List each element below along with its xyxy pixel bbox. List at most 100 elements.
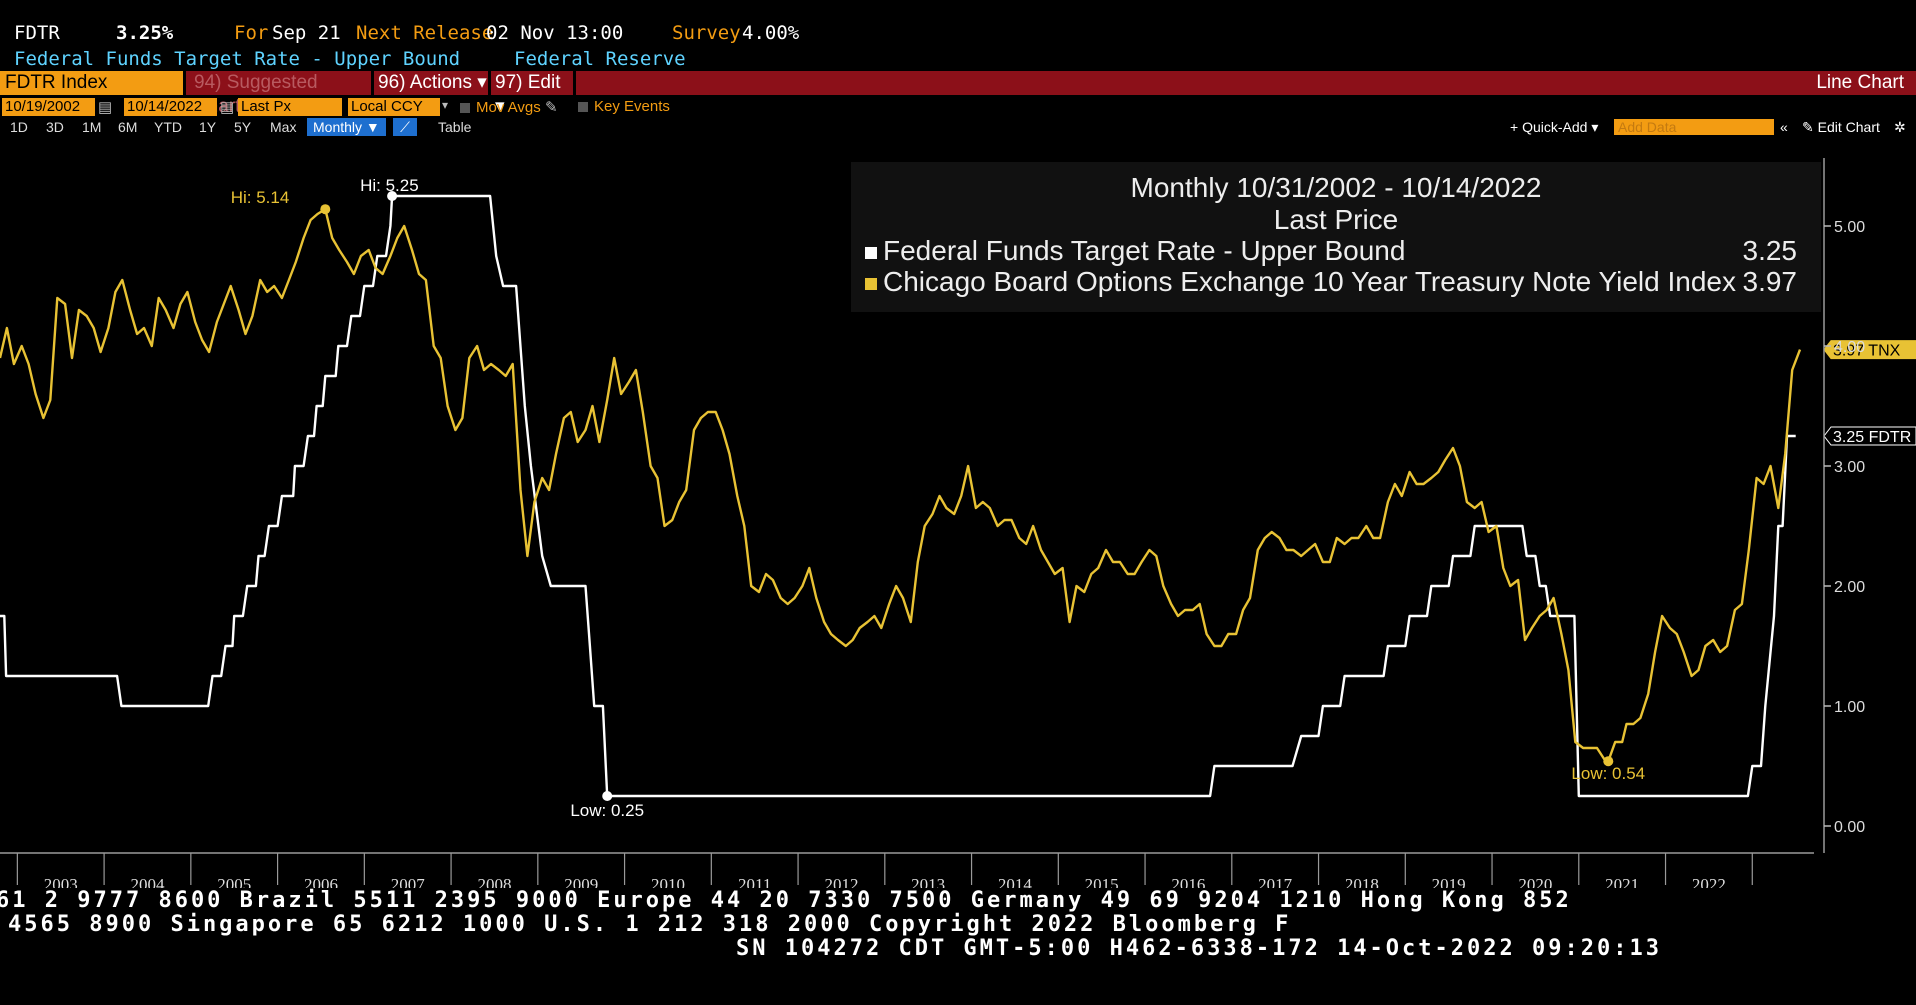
for-label: For xyxy=(234,22,269,44)
x-tick-label: 2018 xyxy=(1345,875,1379,888)
x-tick-label: 2011 xyxy=(738,875,771,888)
x-tick-label: 2022 xyxy=(1692,875,1726,888)
calendar-icon[interactable]: ▤ xyxy=(98,99,113,116)
x-tick-label: 2006 xyxy=(304,875,338,888)
x-tick-label: 2012 xyxy=(824,875,858,888)
x-tick-label: 2010 xyxy=(651,875,685,888)
field-select[interactable]: Last Px xyxy=(238,98,342,116)
suggested-charts-button[interactable]: 94) Suggested Charts xyxy=(194,72,318,117)
checkbox-icon[interactable] xyxy=(578,102,588,113)
fdtr-low-label: Low: 0.25 xyxy=(570,801,644,820)
last-value: 3.25% xyxy=(116,22,174,44)
next-release-label: Next Release xyxy=(356,22,494,44)
pencil-icon: ✎ xyxy=(1802,119,1814,135)
mov-avgs-label: Mov Avgs xyxy=(476,99,541,116)
double-chevron-left-icon[interactable]: « xyxy=(1780,119,1788,135)
chart-controls: 10/19/2002 ▤ 10/14/2022 ▤ Last Px Local … xyxy=(0,97,1916,117)
x-tick-label: 2020 xyxy=(1518,875,1552,888)
edit-chart-label: Edit Chart xyxy=(1817,119,1880,135)
x-tick-label: 2019 xyxy=(1432,875,1466,888)
period-6m[interactable]: 6M xyxy=(118,119,138,135)
chart-legend: Monthly 10/31/2002 - 10/14/2022 Last Pri… xyxy=(851,162,1821,312)
tnx-low-point xyxy=(1603,756,1614,767)
frequency-select[interactable]: Monthly ▼ xyxy=(307,118,386,136)
x-tick-label: 2009 xyxy=(564,875,598,888)
legend-item-value: 3.97 xyxy=(1742,266,1798,297)
x-tick-label: 2021 xyxy=(1605,875,1639,888)
x-tick-label: 2007 xyxy=(391,875,426,888)
period-1m[interactable]: 1M xyxy=(82,119,102,135)
pencil-icon[interactable]: ✎ xyxy=(544,99,558,116)
x-tick-label: 2017 xyxy=(1258,875,1293,888)
key-events-toggle[interactable]: Key Events xyxy=(578,98,670,115)
key-events-label: Key Events xyxy=(594,98,670,115)
x-tick-label: 2005 xyxy=(217,875,251,888)
series-line-tnx xyxy=(0,208,1802,763)
table-button[interactable]: Table xyxy=(438,119,472,135)
legend-subtitle: Last Price xyxy=(1273,204,1399,235)
end-date-input[interactable]: 10/14/2022 xyxy=(124,98,217,116)
calendar-icon[interactable]: ▤ xyxy=(220,99,235,116)
x-tick-label: 2013 xyxy=(911,875,945,888)
series-swatch xyxy=(865,246,877,259)
security-source: Federal Reserve xyxy=(514,48,686,70)
security-name: Federal Funds Target Rate - Upper Bound xyxy=(14,48,461,70)
x-tick-label: 2003 xyxy=(44,875,78,888)
end-label-fdtr: 3.25 FDTR xyxy=(1823,426,1916,446)
period-3d[interactable]: 3D xyxy=(46,119,64,135)
footer-line-2: 4565 8900 Singapore 65 6212 1000 U.S. 1 … xyxy=(8,912,1292,937)
fdtr-low-point xyxy=(602,791,613,801)
survey-label: Survey xyxy=(672,22,741,44)
function-menubar: FDTR Index 94) Suggested Charts 96) Acti… xyxy=(0,71,1916,117)
legend-item-value: 3.25 xyxy=(1742,235,1798,266)
bloomberg-footer: 61 2 9777 8600 Brazil 5511 2395 9000 Eur… xyxy=(0,888,1916,1005)
fdtr-high-point xyxy=(387,191,398,201)
period-1y[interactable]: 1Y xyxy=(199,119,217,135)
y-tick-label: 2.00 xyxy=(1834,579,1865,596)
y-tick-label: 5.00 xyxy=(1834,219,1865,236)
x-tick-label: 2016 xyxy=(1171,875,1205,888)
legend-item-label: Chicago Board Options Exchange 10 Year T… xyxy=(883,266,1736,297)
y-tick-label: 0.00 xyxy=(1834,819,1865,836)
period-ytd[interactable]: YTD xyxy=(154,119,182,135)
y-tick-label: 4.00 xyxy=(1834,339,1865,356)
footer-line-1: 61 2 9777 8600 Brazil 5511 2395 9000 Eur… xyxy=(0,888,1572,913)
end-label-box xyxy=(1823,426,1916,446)
legend-item-tnx[interactable]: Chicago Board Options Exchange 10 Year T… xyxy=(865,266,1736,298)
currency-select[interactable]: Local CCY xyxy=(348,98,440,116)
period-5y[interactable]: 5Y xyxy=(234,119,252,135)
for-date: Sep 21 xyxy=(272,22,341,44)
legend-title: Monthly 10/31/2002 - 10/14/2022 xyxy=(1130,172,1542,203)
next-release-value: 02 Nov 13:00 xyxy=(486,22,624,44)
period-1d[interactable]: 1D xyxy=(10,119,28,135)
actions-menu[interactable]: 96) Actions ▾ xyxy=(378,72,487,93)
tnx-high-point xyxy=(320,204,331,215)
edit-menu[interactable]: 97) Edit ▾ xyxy=(495,72,561,117)
survey-value: 4.00% xyxy=(742,22,800,44)
fdtr-high-label: Hi: 5.25 xyxy=(360,176,419,195)
legend-item-label: Federal Funds Target Rate - Upper Bound xyxy=(883,235,1406,266)
quick-add-button[interactable]: + Quick-Add ▾ xyxy=(1510,119,1599,135)
legend-item-fdtr[interactable]: Federal Funds Target Rate - Upper Bound xyxy=(865,235,1405,267)
x-tick-label: 2004 xyxy=(130,875,165,888)
gear-icon[interactable]: ✲ xyxy=(1894,119,1906,135)
line-chart-icon[interactable]: ⟋ xyxy=(393,118,417,136)
security-field[interactable]: FDTR Index xyxy=(0,71,183,95)
chevron-down-icon[interactable]: ▾ xyxy=(442,98,449,112)
end-label-text: 3.97 TNX xyxy=(1833,343,1901,360)
line-chart: Hi: 5.25 Hi: 5.14 Low: 0.25 Low: 0.54 3.97 T… xyxy=(0,158,1916,888)
tnx-high-label: Hi: 5.14 xyxy=(231,188,290,207)
edit-chart-button[interactable]: ✎ Edit Chart xyxy=(1802,118,1880,136)
end-label-tnx: 3.97 TNX xyxy=(1823,340,1916,360)
period-max[interactable]: Max xyxy=(270,119,297,135)
add-data-input[interactable]: Add Data xyxy=(1614,119,1774,135)
start-date-input[interactable]: 10/19/2002 xyxy=(2,98,95,116)
chart-type-label: Line Chart xyxy=(1816,72,1904,93)
y-tick-label: 1.00 xyxy=(1834,699,1865,716)
period-toolbar: 1D 3D 1M 6M YTD 1Y 5Y Max Monthly ▼ ⟋ Ta… xyxy=(0,118,1916,136)
mov-avgs-toggle[interactable]: Mov Avgs ✎ xyxy=(460,98,558,116)
checkbox-icon[interactable] xyxy=(460,103,470,114)
footer-line-3: SN 104272 CDT GMT-5:00 H462-6338-172 14-… xyxy=(736,936,1662,961)
ticker: FDTR xyxy=(14,22,60,44)
end-label-text: 3.25 FDTR xyxy=(1833,429,1911,446)
